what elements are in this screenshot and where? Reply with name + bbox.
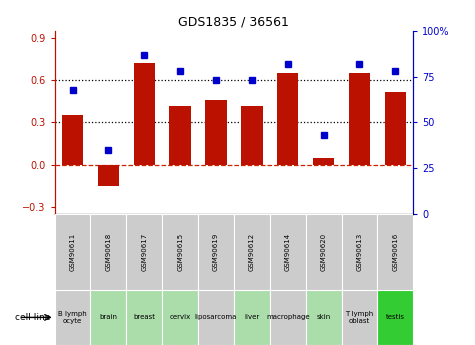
Bar xyxy=(198,290,234,345)
Text: testis: testis xyxy=(386,314,405,321)
Bar xyxy=(205,100,227,165)
Text: GSM90617: GSM90617 xyxy=(141,233,147,271)
Bar xyxy=(313,158,334,165)
Bar xyxy=(234,290,270,345)
Text: breast: breast xyxy=(133,314,155,321)
Text: GSM90614: GSM90614 xyxy=(285,233,291,271)
Bar xyxy=(91,290,126,345)
Text: GSM90612: GSM90612 xyxy=(249,233,255,271)
Text: skin: skin xyxy=(316,314,331,321)
Bar xyxy=(55,290,91,345)
Bar xyxy=(342,214,378,290)
Text: GSM90616: GSM90616 xyxy=(392,233,399,271)
Bar xyxy=(306,214,342,290)
Bar xyxy=(270,214,306,290)
Bar xyxy=(241,106,263,165)
Text: cervix: cervix xyxy=(170,314,191,321)
Title: GDS1835 / 36561: GDS1835 / 36561 xyxy=(179,16,289,29)
Bar xyxy=(342,290,378,345)
Bar xyxy=(306,290,342,345)
Text: GSM90615: GSM90615 xyxy=(177,233,183,271)
Text: B lymph
ocyte: B lymph ocyte xyxy=(58,311,87,324)
Bar xyxy=(126,290,162,345)
Text: T lymph
oblast: T lymph oblast xyxy=(345,311,373,324)
Bar xyxy=(62,116,83,165)
Bar xyxy=(385,91,406,165)
Bar xyxy=(98,165,119,186)
Bar xyxy=(378,290,413,345)
Text: GSM90619: GSM90619 xyxy=(213,233,219,271)
Text: liver: liver xyxy=(244,314,259,321)
Bar xyxy=(55,214,91,290)
Text: macrophage: macrophage xyxy=(266,314,310,321)
Bar xyxy=(270,290,306,345)
Text: GSM90611: GSM90611 xyxy=(69,233,76,271)
Text: GSM90618: GSM90618 xyxy=(105,233,112,271)
Bar xyxy=(277,73,298,165)
Bar xyxy=(378,214,413,290)
Bar xyxy=(126,214,162,290)
Bar xyxy=(234,214,270,290)
Bar xyxy=(170,106,191,165)
Bar xyxy=(198,214,234,290)
Text: cell line: cell line xyxy=(15,313,50,322)
Bar xyxy=(162,290,198,345)
Text: GSM90613: GSM90613 xyxy=(356,233,362,271)
Text: brain: brain xyxy=(99,314,117,321)
Bar xyxy=(349,73,370,165)
Text: liposarcoma: liposarcoma xyxy=(195,314,237,321)
Bar xyxy=(91,214,126,290)
Text: GSM90620: GSM90620 xyxy=(321,233,327,271)
Bar xyxy=(133,63,155,165)
Bar xyxy=(162,214,198,290)
